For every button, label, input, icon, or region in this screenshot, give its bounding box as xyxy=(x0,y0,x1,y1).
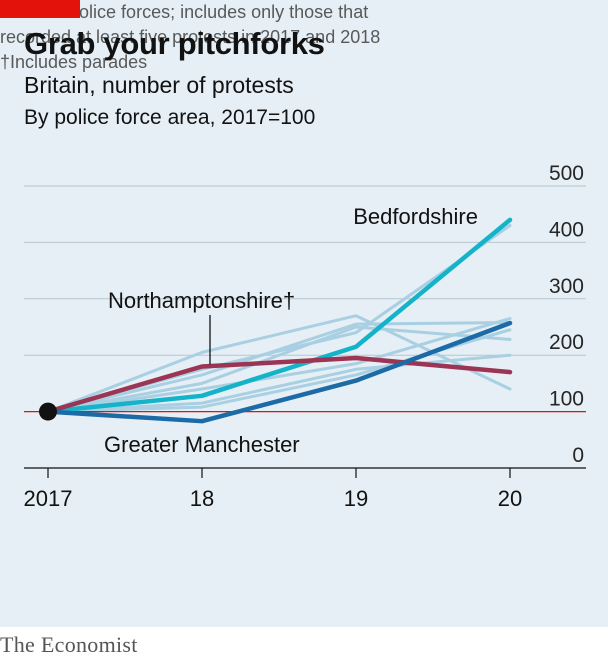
series-line-northamptonshire xyxy=(45,355,513,414)
series-line-greater_manchester xyxy=(45,320,513,424)
chart-panel: Grab your pitchforks Britain, number of … xyxy=(0,0,608,627)
label-northamptonshire: Northamptonshire† xyxy=(108,288,295,313)
series-line-other-force xyxy=(46,320,512,414)
x-tick-label: 18 xyxy=(190,486,214,511)
series-line-other-force xyxy=(46,325,512,414)
y-tick-label: 400 xyxy=(549,218,584,241)
source-note: Source: Police forces; includes only tho… xyxy=(0,0,608,75)
start-marker-dot xyxy=(39,402,57,421)
x-tick-label: 2017 xyxy=(24,486,73,511)
economist-brand: The Economist xyxy=(0,632,138,657)
y-tick-label: 0 xyxy=(572,444,584,467)
label-bedfordshire: Bedfordshire xyxy=(353,204,478,229)
y-tick-label: 500 xyxy=(549,162,584,185)
y-tick-label: 200 xyxy=(549,331,584,354)
chart-unit-note: By police force area, 2017=100 xyxy=(24,106,316,129)
chart-subtitle: Britain, number of protests xyxy=(24,72,294,98)
chart-title: Grab your pitchforks xyxy=(24,26,325,61)
label-greater-manchester: Greater Manchester xyxy=(104,432,300,457)
series-line-other-force xyxy=(46,317,512,414)
x-tick-label: 20 xyxy=(498,486,522,511)
source-line-1: Source: Police forces; includes only tho… xyxy=(0,2,369,22)
line-chart: 0 100 200 300 400 500 2017 18 19 20 Bedfordshire No… xyxy=(24,162,586,511)
y-tick-label: 100 xyxy=(549,388,584,411)
source-line-2: recorded at least five protests in 2017 … xyxy=(0,27,381,47)
series-line-bedfordshire xyxy=(45,217,513,414)
y-tick-label: 300 xyxy=(549,275,584,298)
x-tick-label: 19 xyxy=(344,486,368,511)
economist-red-tab xyxy=(0,0,80,18)
source-line-3: †Includes parades xyxy=(0,52,148,72)
series-line-other-force xyxy=(46,353,512,414)
